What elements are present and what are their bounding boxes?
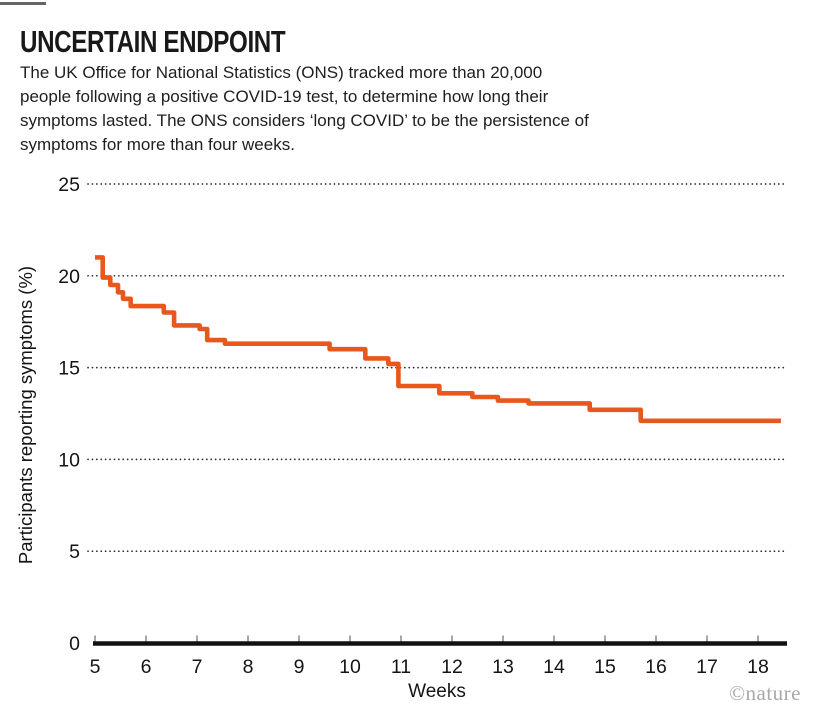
description-line: The UK Office for National Statistics (O… xyxy=(20,63,543,82)
x-tick-label: 14 xyxy=(543,656,565,678)
description-line: people following a positive COVID-19 tes… xyxy=(20,87,549,106)
y-tick-label: 15 xyxy=(58,358,80,380)
nature-watermark: ©nature xyxy=(729,681,801,705)
x-tick-label: 18 xyxy=(747,656,769,678)
x-tick-label: 17 xyxy=(696,656,718,678)
x-tick-label: 7 xyxy=(192,656,203,678)
figure-description: The UK Office for National Statistics (O… xyxy=(20,61,589,157)
description-line: symptoms lasted. The ONS considers ‘long… xyxy=(20,111,589,130)
figure-title: UNCERTAIN ENDPOINT xyxy=(20,24,286,59)
x-tick-label: 12 xyxy=(441,656,463,678)
x-tick-label: 16 xyxy=(645,656,667,678)
y-tick-label: 25 xyxy=(58,174,80,196)
x-tick-label: 6 xyxy=(141,656,152,678)
x-tick-label: 10 xyxy=(339,656,361,678)
y-tick-label: 10 xyxy=(58,449,80,471)
top-edge-rule xyxy=(0,2,46,5)
x-axis-title: Weeks xyxy=(408,681,466,702)
y-gridlines xyxy=(87,183,788,553)
x-tick-label: 8 xyxy=(243,656,254,678)
y-tick-label: 20 xyxy=(58,266,80,288)
x-tick-label: 15 xyxy=(594,656,616,678)
x-tick-label: 9 xyxy=(294,656,305,678)
x-tick-label: 11 xyxy=(391,656,411,678)
y-tick-labels: 0 5 10 15 20 25 xyxy=(58,174,80,655)
description-line: symptoms for more than four weeks. xyxy=(20,135,295,154)
y-axis-title: Participants reporting symptoms (%) xyxy=(15,266,36,564)
x-tick-label: 5 xyxy=(90,656,101,678)
y-tick-label: 0 xyxy=(69,633,80,655)
symptoms-step-line xyxy=(95,255,781,424)
y-tick-label: 5 xyxy=(69,541,80,563)
x-tick-label: 13 xyxy=(492,656,514,678)
x-tick-labels: 5 6 7 8 9 10 11 12 13 14 15 16 17 18 xyxy=(90,656,769,678)
